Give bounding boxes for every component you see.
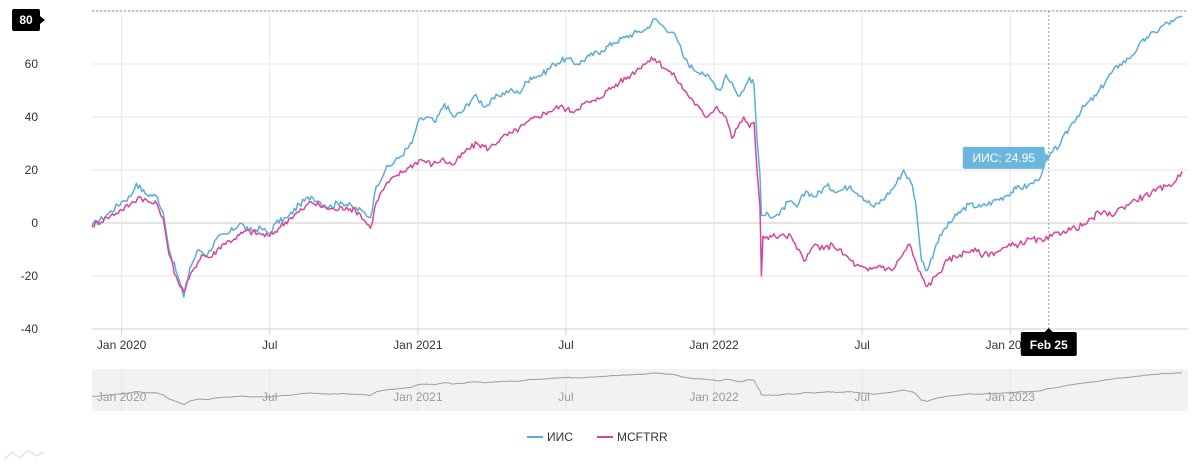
crosshair-x-flag-pointer xyxy=(1044,328,1053,332)
y-value-flag: 80 xyxy=(12,9,45,31)
x-axis: Jan 2020 Jul Jan 2021 Jul Jan 2022 Jul Jan 202… xyxy=(92,328,1188,352)
crosshair-x-flag-box xyxy=(1020,332,1077,356)
x-tick-label: Jan 2020 xyxy=(97,338,147,352)
y-tick-label: 0 xyxy=(31,216,38,230)
crosshair-x-flag: Feb 25 xyxy=(1020,328,1077,356)
tooltip-label: ИИС: 24.95 xyxy=(972,151,1035,165)
y-tick-label: -40 xyxy=(21,322,39,336)
x-tick-label: Jul xyxy=(262,338,277,352)
y-value-flag-label: 80 xyxy=(19,13,33,27)
navigator-tick-label: Jan 2022 xyxy=(689,390,739,404)
y-value-flag-box xyxy=(12,9,40,31)
x-tick-label: Jul xyxy=(558,338,573,352)
legend-item-iis[interactable]: ИИС xyxy=(527,430,573,444)
legend: ИИС MCFTRR xyxy=(527,430,668,444)
grid xyxy=(92,10,1188,330)
crosshair-x-flag-label: Feb 25 xyxy=(1030,338,1068,352)
x-tick-label: Jan 2021 xyxy=(393,338,443,352)
y-tick-label: 60 xyxy=(25,57,39,71)
crosshair: Feb 25 ИИС: 24.95 xyxy=(962,11,1077,356)
navigator-tick-label: Jan 2021 xyxy=(393,390,443,404)
navigator[interactable]: Jan 2020 Jul Jan 2021 Jul Jan 2022 Jul Jan 202… xyxy=(91,369,1188,411)
navigator-axis: Jan 2020 Jul Jan 2021 Jul Jan 2022 Jul Jan 202… xyxy=(97,369,1035,411)
y-tick-label: -20 xyxy=(21,269,39,283)
navigator-tick-label: Jan 2020 xyxy=(97,390,147,404)
y-axis: -40 -20 0 20 40 60 80 xyxy=(12,9,45,336)
tooltip: ИИС: 24.95 xyxy=(962,146,1051,169)
tooltip-box xyxy=(962,146,1045,169)
navigator-tick-label: Jul xyxy=(558,390,573,404)
legend-label: ИИС xyxy=(547,430,573,444)
y-tick-label: 20 xyxy=(25,163,39,177)
series-line-iis[interactable] xyxy=(91,15,1183,298)
navigator-background[interactable] xyxy=(92,369,1188,411)
x-tick-label: Jan 2022 xyxy=(689,338,739,352)
navigator-series-line xyxy=(91,372,1183,405)
y-tick-label: 40 xyxy=(25,110,39,124)
legend-label: MCFTRR xyxy=(617,430,668,444)
chart-credits-icon xyxy=(3,449,45,461)
x-tick-label: Jul xyxy=(854,338,869,352)
legend-item-mcftrr[interactable]: MCFTRR xyxy=(597,430,668,444)
y-value-flag-pointer xyxy=(40,16,45,24)
plot-area[interactable] xyxy=(91,15,1183,298)
tooltip-pointer xyxy=(1044,152,1051,163)
series-line-mcftrr[interactable] xyxy=(91,56,1183,293)
